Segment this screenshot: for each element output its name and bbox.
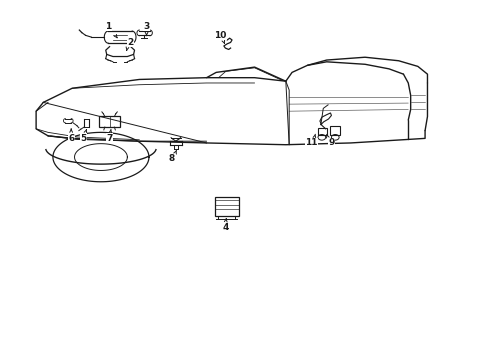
Text: 8: 8 [169, 154, 175, 163]
Text: 2: 2 [127, 38, 134, 47]
Text: 11: 11 [305, 139, 318, 148]
Text: 5: 5 [80, 134, 86, 143]
Text: 9: 9 [328, 139, 335, 148]
Bar [330, 126, 340, 135]
Text: 3: 3 [144, 22, 149, 31]
Text: 6: 6 [68, 134, 74, 143]
Bar [215, 197, 239, 216]
Bar [318, 128, 327, 135]
Text: 10: 10 [214, 31, 226, 40]
Bar [99, 117, 120, 127]
Text: 4: 4 [222, 223, 229, 232]
Text: 7: 7 [106, 134, 113, 143]
Text: 1: 1 [105, 22, 111, 31]
